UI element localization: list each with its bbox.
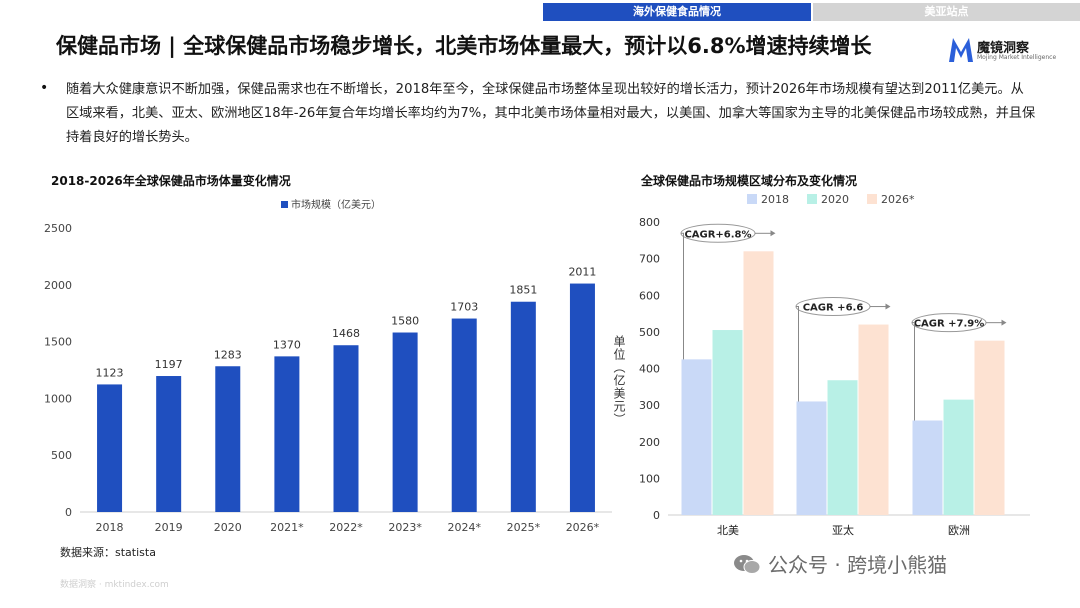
y-tick-label: 0 [653, 509, 660, 522]
y-tick-label: 2000 [44, 279, 72, 292]
summary-paragraph: 随着大众健康意识不断加强，保健品需求也在不断增长，2018年至今，全球保健品市场… [66, 82, 1036, 145]
x-tick-label: 欧洲 [948, 524, 970, 537]
data-label: 1197 [155, 358, 183, 371]
x-tick-label: 2020 [214, 521, 242, 534]
data-label: 1703 [450, 301, 478, 314]
y-axis-label: 单位（亿美元） [612, 335, 626, 426]
bar-2019 [156, 376, 182, 512]
bar-北美-2026* [743, 251, 774, 516]
y-tick-label: 0 [65, 506, 72, 519]
bullet-icon: • [40, 80, 49, 96]
data-label: 1283 [214, 348, 242, 361]
logo-icon [949, 38, 973, 62]
cagr-annotation: CAGR +6.6 [803, 303, 864, 314]
tab-overseas-health-food[interactable]: 海外保健食品情况 [543, 3, 811, 21]
bar-2026* [569, 283, 595, 512]
legend-swatch [867, 194, 877, 204]
x-tick-label: 2019 [155, 521, 183, 534]
arrow-icon [885, 303, 891, 310]
cagr-leader-line [681, 232, 684, 360]
bar-2024* [451, 318, 477, 512]
y-tick-label: 800 [639, 216, 660, 229]
cagr-leader-line [912, 322, 915, 421]
bar-欧洲-2018 [912, 420, 943, 515]
data-label: 1370 [273, 338, 301, 351]
bar-北美-2018 [681, 359, 712, 515]
bar-北美-2020 [712, 330, 743, 515]
bar-亚太-2018 [796, 401, 827, 515]
y-tick-label: 600 [639, 289, 660, 302]
arrow-icon [1001, 319, 1007, 326]
y-tick-label: 300 [639, 399, 660, 412]
bar-2022* [333, 345, 359, 512]
data-label: 1851 [509, 284, 537, 297]
watermark: 公众号 · 跨境小熊猫 [768, 553, 948, 577]
tab-us-amazon[interactable]: 美亚站点 [813, 3, 1080, 21]
x-tick-label: 北美 [717, 524, 739, 537]
legend-label: 市场规模（亿美元） [291, 198, 381, 211]
bar-2023* [392, 332, 418, 512]
y-tick-label: 200 [639, 436, 660, 449]
legend-swatch [807, 194, 817, 204]
bar-2025* [510, 301, 536, 512]
bar-亚太-2026* [858, 324, 889, 515]
legend-swatch [281, 201, 288, 208]
x-tick-label: 2025* [507, 521, 541, 534]
y-tick-label: 100 [639, 472, 660, 485]
bar-2020 [215, 366, 241, 512]
legend-label: 2026* [881, 193, 915, 206]
data-label: 2011 [568, 266, 596, 279]
y-tick-label: 2500 [44, 222, 72, 235]
data-source: 数据来源：statista [60, 546, 156, 559]
logo-text: 魔镜洞察 [977, 41, 1030, 56]
y-tick-label: 400 [639, 363, 660, 376]
cagr-annotation: CAGR +7.9% [914, 319, 985, 330]
arrow-icon [770, 230, 776, 237]
right-chart-title: 全球保健品市场规模区域分布及变化情况 [641, 174, 858, 188]
page-title: 保健品市场 | 全球保健品市场稳步增长，北美市场体量最大，预计以6.8%增速持续… [56, 34, 872, 58]
cagr-leader-line [796, 306, 799, 402]
x-tick-label: 2022* [329, 521, 363, 534]
cagr-annotation: CAGR+6.8% [684, 229, 751, 240]
legend-label: 2020 [821, 193, 849, 206]
logo-subtitle: Mojing Market Intelligence [977, 54, 1057, 61]
footer-url: 数据洞察 · mktindex.com [60, 580, 169, 590]
x-tick-label: 2018 [96, 521, 124, 534]
bar-欧洲-2026* [974, 340, 1005, 515]
x-tick-label: 亚太 [832, 524, 854, 537]
x-tick-label: 2023* [388, 521, 422, 534]
bar-欧洲-2020 [943, 399, 974, 515]
left-chart-title: 2018-2026年全球保健品市场体量变化情况 [51, 174, 291, 188]
y-tick-label: 700 [639, 253, 660, 266]
data-label: 1580 [391, 315, 419, 328]
x-tick-label: 2024* [447, 521, 481, 534]
bar-亚太-2020 [827, 380, 858, 515]
y-tick-label: 500 [639, 326, 660, 339]
data-label: 1468 [332, 327, 360, 340]
legend-label: 2018 [761, 193, 789, 206]
y-tick-label: 1000 [44, 392, 72, 405]
wechat-icon [734, 555, 761, 574]
bar-2021* [274, 356, 300, 512]
bar-2018 [97, 384, 123, 512]
x-tick-label: 2021* [270, 521, 304, 534]
data-label: 1123 [96, 366, 124, 379]
x-tick-label: 2026* [566, 521, 600, 534]
legend-swatch [747, 194, 757, 204]
y-tick-label: 500 [51, 449, 72, 462]
y-tick-label: 1500 [44, 336, 72, 349]
